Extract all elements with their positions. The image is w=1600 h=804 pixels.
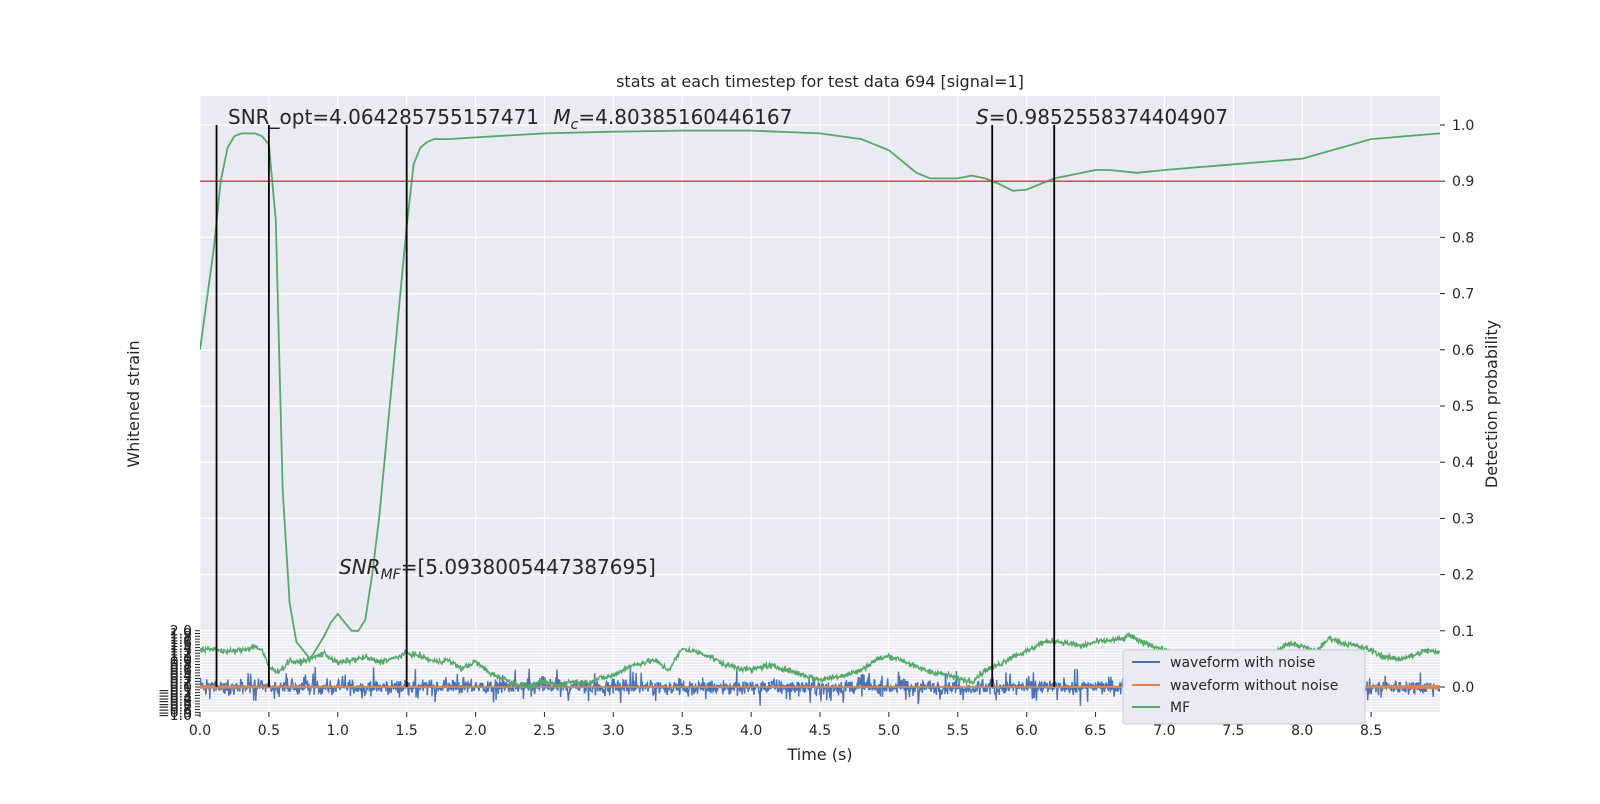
chart-title: stats at each timestep for test data 694… [616,72,1024,91]
legend: waveform with noise waveform without noi… [1122,649,1366,725]
legend-box [1122,649,1366,725]
x-tick-label: 6.0 [1016,723,1038,739]
y-left-tick-label: −0.4 [158,691,192,707]
x-tick-label: 3.5 [671,723,693,739]
y-right-tick-label: 0.3 [1452,511,1474,527]
x-tick-label: 1.5 [396,723,418,739]
snr-opt-text: SNR_opt=4.064285755157471 [228,105,539,129]
x-tick-label: 2.5 [533,723,555,739]
y-left-tick-label: 2.0 [170,624,192,640]
x-tick-label: 3.0 [602,723,624,739]
snr-mf-annotation: SNRMF=[5.0938005447387695] [339,555,656,583]
y-left-tick-label: 1.1 [170,649,192,665]
axes: 0.0 0.5 1.0 1.5 2.0 2.5 3.0 3.5 4.0 4.5 5.0 5.5 6.0 6… [158,118,1474,739]
y-left-tick-label: 1.0 [170,652,192,668]
y-left-tick-label: 0.2 [170,674,192,690]
y-left-tick-label: 1.2 [170,646,192,662]
y-axis-left-label: Whitened strain [124,340,143,467]
y-left-tick-label: −0.9 [158,705,192,721]
y-left-tick-label: −0.2 [158,686,192,702]
y-left-tick-label: −1.0 [158,708,192,724]
vertical-markers [215,125,1056,687]
y-right-tick-label: 0.6 [1452,343,1474,359]
y-left-tick-label: 1.8 [170,629,192,645]
y-left-tick-label: −0.7 [158,700,192,716]
y-right-tick-label: 0.2 [1452,568,1474,584]
y-left-tick-label: −0.3 [158,688,192,704]
s-annotation: S=0.9852558374404907 [976,105,1228,129]
x-tick-label: 1.0 [327,723,349,739]
x-axis-label: Time (s) [786,745,852,764]
snr-mf-symbol: SNR [339,555,381,579]
y-right-tick-label: 0.1 [1452,624,1474,640]
legend-label-mf: MF [1170,700,1190,716]
mc-subscript: c [571,117,579,133]
y-left-tick-label: −0.5 [158,694,192,710]
series-waveform-without-noise [200,685,1440,689]
x-tick-label: 6.5 [1084,723,1106,739]
y-left-tick-label: 1.6 [170,635,192,651]
series-detection-probability [200,129,1440,661]
y-right-tick-label: 0.7 [1452,287,1474,303]
y-left-tick-label: 1.9 [170,626,192,642]
x-tick-label: 7.0 [1153,723,1175,739]
y-left-tick-label: 0.9 [170,655,192,671]
x-tick-label: 4.5 [809,723,831,739]
y-right-tick-label: 0.8 [1452,230,1474,246]
y-left-tick-label: 0.6 [170,663,192,679]
x-tick-label: 8.0 [1291,723,1313,739]
x-tick-label: 0.0 [189,723,211,739]
y-right-tick-label: 0.4 [1452,455,1474,471]
y-left-tick-label: 0.1 [170,677,192,693]
y-left-tick-label: 0.4 [170,669,192,685]
snr-mf-subscript: MF [381,567,402,583]
s-value: =0.9852558374404907 [989,105,1228,129]
mc-symbol: M [553,105,570,129]
y-left-tick-label: 1.3 [170,643,192,659]
y-left-tick-label: 1.5 [170,638,192,654]
x-tick-label: 0.5 [258,723,280,739]
y-right-tick-label: 0.5 [1452,399,1474,415]
x-tick-label: 5.0 [878,723,900,739]
legend-label-noise: waveform with noise [1170,655,1315,671]
y-left-tick-label: 0.8 [170,657,192,673]
snr-mf-value: =[5.0938005447387695] [401,555,656,579]
legend-label-clean: waveform without noise [1170,678,1338,694]
x-tick-label: 5.5 [947,723,969,739]
y-left-tick-label: 1.7 [170,632,192,648]
y-left-tick-label: 0.3 [170,672,192,688]
y-left-tick-label: 0.7 [170,660,192,676]
x-tick-label: 7.5 [1222,723,1244,739]
y-right-tick-label: 0.0 [1452,680,1474,696]
mc-value: =4.80385160446167 [578,105,792,129]
y-left-tick-label: 0.0 [170,680,192,696]
y-left-tick-label: 0.5 [170,666,192,682]
y-axis-right-label: Detection probability [1482,320,1501,488]
y-left-tick-label: −0.1 [158,683,192,699]
snr-opt-annotation: SNR_opt=4.064285755157471 Mc=4.803851604… [228,105,792,133]
x-tick-label: 2.0 [464,723,486,739]
y-right-tick-label: 0.9 [1452,174,1474,190]
s-symbol: S [976,105,989,129]
y-left-tick-label: 1.4 [170,641,192,657]
y-left-tick-label: −0.8 [158,703,192,719]
x-tick-label: 4.0 [740,723,762,739]
y-left-tick-label: −0.6 [158,697,192,713]
y-right-tick-label: 1.0 [1452,118,1474,134]
x-tick-label: 8.5 [1360,723,1382,739]
